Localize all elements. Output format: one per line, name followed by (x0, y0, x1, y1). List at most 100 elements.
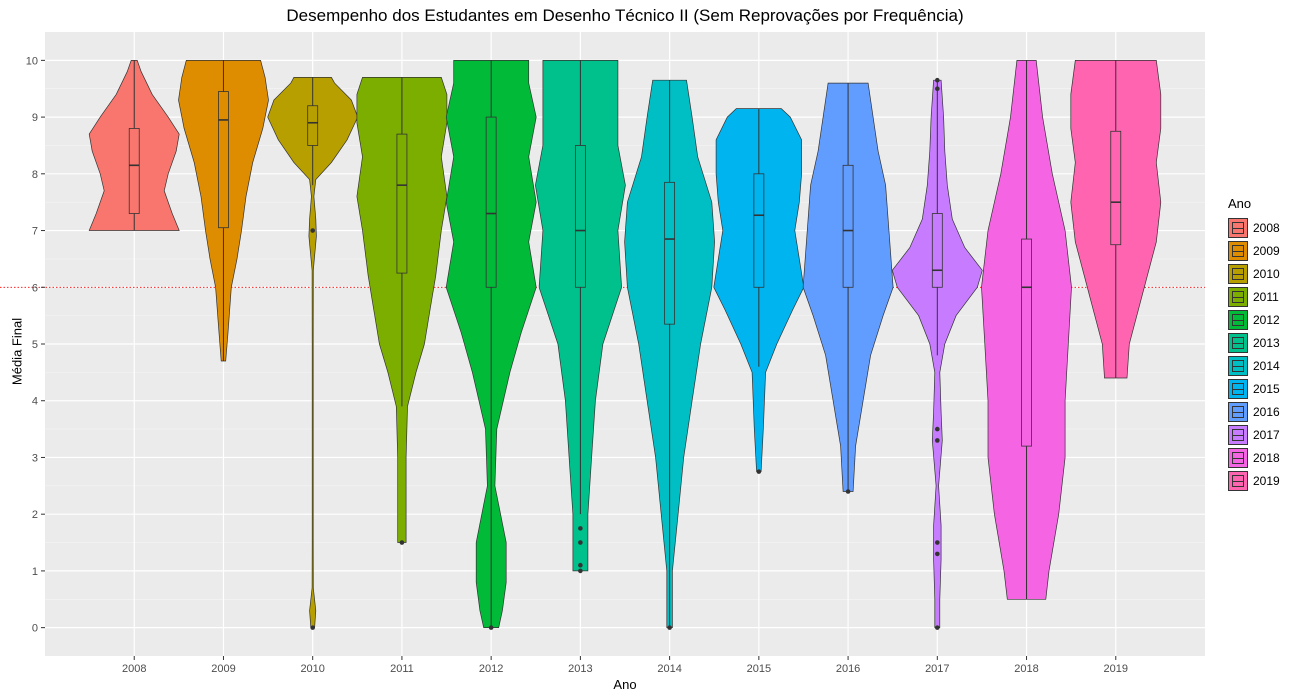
legend-label: 2008 (1253, 220, 1280, 235)
legend-item: 2016 (1228, 400, 1280, 423)
legend-item: 2010 (1228, 262, 1280, 285)
outlier-point (935, 438, 940, 443)
x-tick-label: 2017 (925, 663, 949, 675)
legend-title: Ano (1228, 196, 1252, 211)
outlier-point (578, 568, 583, 574)
y-tick-label: 5 (32, 339, 38, 351)
y-tick-label: 8 (32, 169, 38, 181)
legend-item: 2013 (1228, 331, 1280, 354)
y-tick-label: 0 (32, 623, 38, 635)
legend-label: 2015 (1253, 381, 1280, 396)
box-iqr (842, 164, 854, 288)
violin-2015 (713, 108, 805, 474)
box-iqr (218, 91, 229, 229)
legend-label: 2011 (1253, 289, 1279, 304)
outlier-point (667, 625, 672, 630)
y-tick-label: 1 (32, 566, 38, 578)
legend-label: 2014 (1253, 358, 1280, 373)
violin-2019 (1070, 60, 1162, 379)
box-iqr (664, 181, 676, 325)
outlier-point (935, 551, 940, 557)
x-axis: 2008 2009 2010 2011 2012 2013 2014 2015 2016 2017… (122, 656, 1128, 675)
box-iqr (1021, 238, 1032, 447)
box-iqr (931, 213, 943, 288)
violin-2017 (891, 77, 983, 630)
x-tick-label: 2018 (1014, 663, 1038, 675)
outlier-point (399, 540, 405, 545)
legend-label: 2017 (1253, 427, 1280, 442)
y-tick-label: 9 (32, 112, 38, 124)
y-tick-label: 4 (32, 396, 38, 408)
legend: Ano 2008 2009 2010 2011 2012 2013 2014 2015 2016… (1228, 196, 1280, 492)
legend-item: 2011 (1228, 285, 1280, 308)
legend-item: 2018 (1228, 446, 1280, 469)
legend-key (1228, 470, 1248, 491)
box-iqr (396, 133, 408, 274)
y-tick-label: 6 (32, 282, 38, 294)
x-tick-label: 2008 (122, 663, 146, 675)
outlier-point (935, 426, 940, 432)
box-iqr (485, 116, 497, 288)
x-tick-label: 2009 (211, 663, 235, 675)
outlier-point (935, 77, 940, 83)
legend-key (1228, 378, 1248, 399)
outlier-point (310, 625, 315, 630)
violin-2014 (624, 79, 715, 630)
legend-item: 2012 (1228, 308, 1280, 331)
box-iqr (1110, 130, 1122, 246)
x-tick-label: 2010 (300, 663, 324, 675)
x-tick-label: 2015 (747, 663, 771, 675)
y-tick-label: 7 (32, 226, 38, 238)
legend-label: 2019 (1253, 473, 1280, 488)
x-tick-label: 2014 (657, 663, 681, 675)
x-tick-label: 2012 (479, 663, 503, 675)
outlier-point (756, 469, 762, 474)
violin-2018 (981, 60, 1072, 600)
y-tick-label: 2 (32, 509, 38, 521)
x-tick-label: 2013 (568, 663, 592, 675)
legend-label: 2016 (1253, 404, 1280, 419)
box-iqr (307, 105, 319, 146)
outlier-point (578, 562, 583, 568)
legend-label: 2018 (1253, 450, 1280, 465)
outlier-point (488, 625, 494, 630)
x-tick-label: 2019 (1104, 663, 1128, 675)
box-iqr (128, 128, 140, 214)
legend-label: 2009 (1253, 243, 1280, 258)
violin-2012 (445, 60, 537, 630)
violin-body (267, 77, 359, 628)
violin-2016 (802, 82, 894, 494)
legend-label: 2012 (1253, 312, 1280, 327)
y-axis: 0 1 2 3 4 5 6 7 8 9 10 (26, 55, 45, 635)
violin-2011 (356, 77, 448, 545)
outlier-point (935, 86, 940, 92)
legend-key (1228, 447, 1248, 468)
legend-item: 2014 (1228, 354, 1280, 377)
x-tick-label: 2011 (390, 663, 414, 675)
violin-2010 (267, 77, 359, 630)
legend-label: 2013 (1253, 335, 1280, 350)
legend-item: 2019 (1228, 469, 1280, 492)
legend-items: 2008 2009 2010 2011 2012 2013 2014 2015 2016 2017… (1228, 216, 1280, 492)
legend-key (1228, 401, 1248, 422)
legend-item: 2009 (1228, 239, 1280, 262)
legend-key (1228, 424, 1248, 445)
legend-key (1228, 332, 1248, 353)
outlier-point (310, 228, 315, 233)
y-tick-label: 3 (32, 452, 38, 464)
violins (88, 60, 1162, 630)
x-tick-label: 2016 (836, 663, 860, 675)
legend-item: 2015 (1228, 377, 1280, 400)
legend-key (1228, 240, 1248, 261)
chart-title: Desempenho dos Estudantes em Desenho Téc… (286, 6, 964, 25)
legend-key (1228, 217, 1248, 238)
violin-2009 (178, 60, 269, 362)
outlier-point (935, 540, 940, 545)
outlier-point (578, 540, 583, 545)
y-axis-label: Média Final (9, 317, 25, 386)
outlier-point (578, 526, 583, 531)
legend-item: 2008 (1228, 216, 1280, 239)
outlier-point (935, 625, 940, 630)
box-iqr (574, 145, 586, 288)
